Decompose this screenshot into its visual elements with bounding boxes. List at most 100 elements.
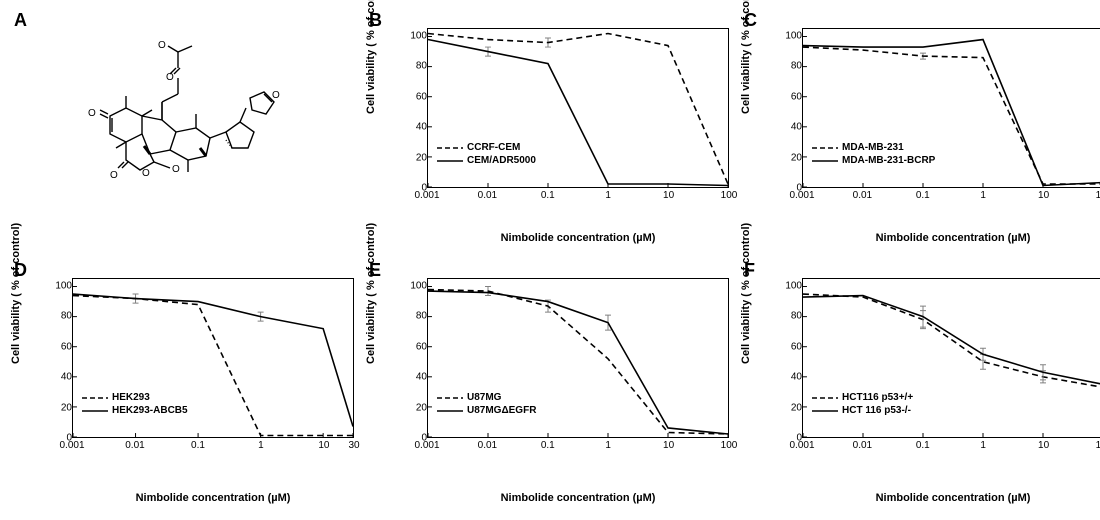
- x-tick: 1: [980, 440, 986, 451]
- y-axis: 020406080100: [405, 278, 427, 438]
- legend-text: HEK293-ABCB5: [112, 405, 188, 416]
- y-axis: 020406080100: [780, 28, 802, 188]
- panel-label-a: A: [14, 10, 27, 31]
- x-axis: 0.0010.010.111030: [72, 438, 354, 456]
- legend-item: CEM/ADR5000: [437, 155, 536, 166]
- legend-item: HCT 116 p53-/-: [812, 405, 913, 416]
- legend-text: HCT116 p53+/+: [842, 392, 913, 403]
- panel-e: ECell viability ( % of control)020406080…: [365, 260, 735, 510]
- legend-item: CCRF-CEM: [437, 142, 536, 153]
- panel-b: BCell viability ( % of control)020406080…: [365, 10, 735, 250]
- x-tick: 1: [605, 190, 611, 201]
- x-tick: 0.001: [59, 440, 84, 451]
- legend-text: HEK293: [112, 392, 150, 403]
- legend: CCRF-CEM CEM/ADR5000: [437, 142, 536, 168]
- y-tick: 80: [405, 61, 427, 72]
- x-tick: 0.01: [853, 440, 872, 451]
- legend-swatch: [812, 143, 838, 153]
- y-tick: 100: [780, 280, 802, 291]
- x-tick: 100: [1096, 190, 1100, 201]
- svg-text:O: O: [166, 72, 174, 83]
- x-tick: 10: [663, 190, 674, 201]
- legend: HCT116 p53+/+ HCT 116 p53-/-: [812, 392, 913, 418]
- x-tick: 0.01: [478, 190, 497, 201]
- y-axis-label: Cell viability ( % of control): [365, 0, 377, 114]
- y-tick: 80: [780, 311, 802, 322]
- panel-a: A O O: [10, 10, 360, 250]
- legend-item: MDA-MB-231: [812, 142, 935, 153]
- legend-text: U87MG: [467, 392, 501, 403]
- panel-d: DCell viability ( % of control)020406080…: [10, 260, 360, 510]
- y-tick: 40: [50, 372, 72, 383]
- series-line: [803, 294, 1100, 387]
- y-tick: 100: [50, 280, 72, 291]
- y-axis: 020406080100: [780, 278, 802, 438]
- x-tick: 0.001: [789, 440, 814, 451]
- legend-text: U87MGΔEGFR: [467, 405, 536, 416]
- y-tick: 20: [405, 402, 427, 413]
- x-tick: 0.01: [125, 440, 144, 451]
- legend: HEK293 HEK293-ABCB5: [82, 392, 188, 418]
- x-tick: 10: [318, 440, 329, 451]
- legend-item: MDA-MB-231-BCRP: [812, 155, 935, 166]
- x-axis: 0.0010.010.1110100: [427, 438, 729, 456]
- legend-text: MDA-MB-231: [842, 142, 904, 153]
- y-tick: 20: [50, 402, 72, 413]
- x-axis: 0.0010.010.1110100: [802, 438, 1100, 456]
- x-tick: 100: [721, 190, 738, 201]
- y-tick: 80: [50, 311, 72, 322]
- legend-swatch: [812, 156, 838, 166]
- y-tick: 60: [50, 341, 72, 352]
- legend-swatch: [437, 156, 463, 166]
- x-tick: 0.1: [541, 440, 555, 451]
- x-axis-label: Nimbolide concentration (µM): [802, 232, 1100, 244]
- x-axis-label: Nimbolide concentration (µM): [427, 232, 729, 244]
- x-axis-label: Nimbolide concentration (µM): [427, 492, 729, 504]
- x-axis-label: Nimbolide concentration (µM): [802, 492, 1100, 504]
- legend: MDA-MB-231 MDA-MB-231-BCRP: [812, 142, 935, 168]
- y-tick: 60: [405, 91, 427, 102]
- x-axis-label: Nimbolide concentration (µM): [72, 492, 354, 504]
- legend-item: U87MGΔEGFR: [437, 405, 536, 416]
- y-axis: 020406080100: [405, 28, 427, 188]
- y-tick: 20: [780, 402, 802, 413]
- y-axis-label: Cell viability ( % of control): [365, 223, 377, 364]
- y-tick: 40: [780, 122, 802, 133]
- nimbolide-structure-svg: O O O: [40, 38, 320, 218]
- svg-text:O: O: [172, 164, 180, 175]
- legend-swatch: [437, 143, 463, 153]
- y-tick: 20: [780, 152, 802, 163]
- x-axis: 0.0010.010.1110100: [802, 188, 1100, 206]
- svg-text:O: O: [88, 108, 96, 119]
- y-axis-label: Cell viability ( % of control): [740, 223, 752, 364]
- x-tick: 1: [980, 190, 986, 201]
- y-tick: 40: [405, 372, 427, 383]
- y-tick: 60: [405, 341, 427, 352]
- x-axis: 0.0010.010.1110100: [427, 188, 729, 206]
- legend-item: HCT116 p53+/+: [812, 392, 913, 403]
- y-axis-label: Cell viability ( % of control): [10, 223, 22, 364]
- legend-swatch: [437, 406, 463, 416]
- y-tick: 80: [780, 61, 802, 72]
- x-tick: 0.001: [789, 190, 814, 201]
- y-tick: 100: [780, 30, 802, 41]
- y-tick: 100: [405, 30, 427, 41]
- y-tick: 40: [780, 372, 802, 383]
- panel-c: CCell viability ( % of control)020406080…: [740, 10, 1100, 250]
- chemical-structure: O O O: [40, 38, 320, 218]
- legend-item: HEK293-ABCB5: [82, 405, 188, 416]
- y-tick: 40: [405, 122, 427, 133]
- legend-text: HCT 116 p53-/-: [842, 405, 911, 416]
- x-tick: 10: [663, 440, 674, 451]
- x-tick: 0.01: [478, 440, 497, 451]
- x-tick: 1: [258, 440, 264, 451]
- legend-item: U87MG: [437, 392, 536, 403]
- legend-swatch: [82, 393, 108, 403]
- x-tick: 0.1: [916, 440, 930, 451]
- x-tick: 0.1: [541, 190, 555, 201]
- legend-swatch: [812, 393, 838, 403]
- svg-text:O: O: [158, 40, 166, 51]
- legend-text: MDA-MB-231-BCRP: [842, 155, 935, 166]
- y-axis-label: Cell viability ( % of control): [740, 0, 752, 114]
- svg-text:O: O: [142, 168, 150, 179]
